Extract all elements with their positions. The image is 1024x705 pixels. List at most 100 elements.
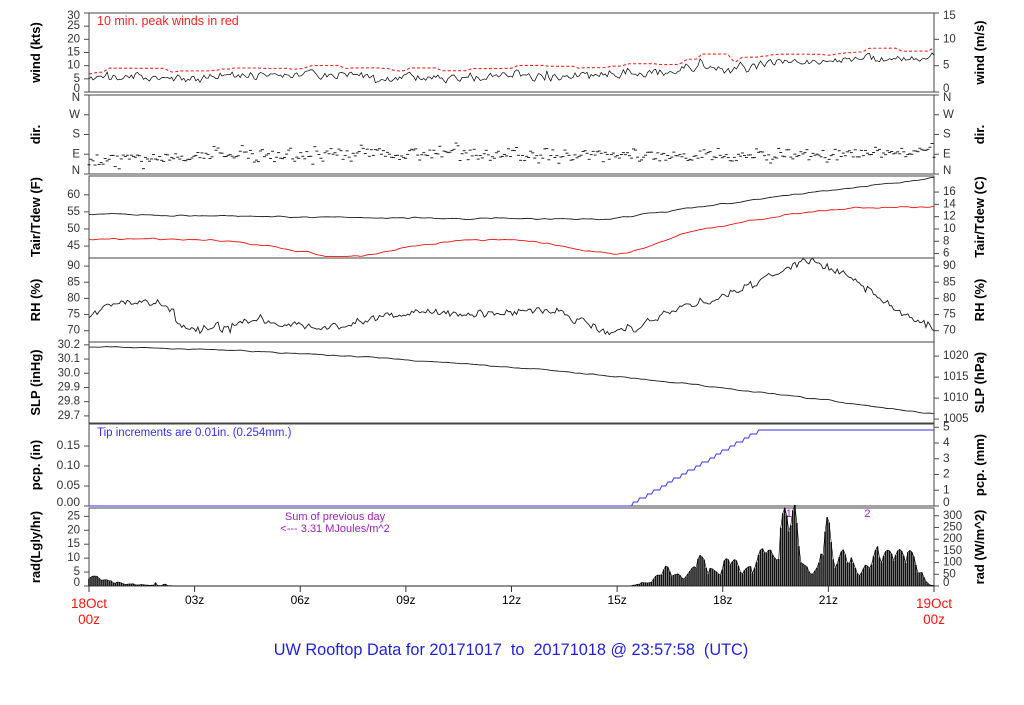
svg-text:20: 20 (67, 33, 80, 45)
svg-text:8: 8 (943, 235, 949, 247)
svg-text:29.8: 29.8 (58, 396, 80, 408)
svg-text:09z: 09z (396, 593, 415, 607)
svg-text:15: 15 (943, 10, 956, 22)
svg-text:wind (m/s): wind (m/s) (972, 20, 987, 85)
svg-text:85: 85 (67, 276, 80, 288)
svg-text:15: 15 (67, 538, 80, 550)
svg-text:0: 0 (74, 577, 80, 589)
svg-text:RH (%): RH (%) (972, 279, 987, 322)
svg-text:Sum of previous day: Sum of previous day (285, 511, 386, 523)
svg-text:00z: 00z (923, 612, 945, 627)
svg-text:Tip increments are 0.01in. (0.: Tip increments are 0.01in. (0.254mm.) (97, 427, 292, 439)
svg-text:N: N (943, 165, 951, 177)
svg-text:30.2: 30.2 (58, 339, 80, 351)
svg-text:00z: 00z (78, 612, 100, 627)
svg-text:10: 10 (943, 223, 956, 235)
svg-text:E: E (72, 148, 80, 160)
svg-text:45: 45 (67, 240, 80, 252)
svg-text:30.1: 30.1 (58, 353, 80, 365)
svg-text:06z: 06z (291, 593, 310, 607)
svg-text:50: 50 (943, 568, 956, 580)
svg-text:SLP (inHg): SLP (inHg) (28, 349, 43, 415)
svg-text:1: 1 (943, 482, 950, 496)
svg-text:3: 3 (943, 451, 950, 465)
svg-text:55: 55 (67, 206, 80, 218)
svg-text:rad (W/m^2): rad (W/m^2) (972, 510, 987, 585)
svg-text:25: 25 (67, 510, 80, 522)
svg-text:S: S (72, 129, 80, 141)
svg-text:pcp. (mm): pcp. (mm) (972, 434, 987, 496)
svg-text:250: 250 (943, 522, 962, 534)
svg-text:1020: 1020 (943, 350, 969, 362)
svg-text:50: 50 (67, 223, 80, 235)
svg-text:90: 90 (67, 260, 80, 272)
svg-text:E: E (943, 148, 951, 160)
svg-text:10: 10 (67, 60, 80, 72)
svg-text:5: 5 (943, 60, 949, 72)
svg-text:6: 6 (943, 248, 949, 260)
svg-text:W: W (69, 109, 80, 121)
svg-text:5: 5 (74, 73, 80, 85)
svg-text:4: 4 (943, 435, 950, 449)
svg-text:75: 75 (67, 309, 80, 321)
svg-text:1010: 1010 (943, 392, 969, 404)
svg-text:10: 10 (943, 33, 956, 45)
svg-text:rad(Lgly/hr): rad(Lgly/hr) (28, 511, 43, 583)
svg-text:10 min. peak winds in red: 10 min. peak winds in red (97, 14, 239, 28)
svg-text:0.15: 0.15 (57, 438, 81, 452)
svg-text:dir.: dir. (972, 125, 987, 145)
svg-text:19Oct: 19Oct (916, 596, 952, 611)
svg-text:80: 80 (943, 292, 956, 304)
svg-text:29.9: 29.9 (58, 382, 80, 394)
svg-text:0.05: 0.05 (57, 478, 81, 492)
svg-text:pcp. (in): pcp. (in) (28, 440, 43, 491)
svg-text:5: 5 (74, 566, 80, 578)
svg-text:75: 75 (943, 309, 956, 321)
svg-text:15z: 15z (607, 593, 626, 607)
svg-text:SLP (hPa): SLP (hPa) (972, 352, 987, 413)
svg-text:100: 100 (943, 557, 962, 569)
svg-text:dir.: dir. (28, 125, 43, 145)
svg-text:Tair/Tdew (C): Tair/Tdew (C) (972, 176, 987, 257)
svg-text:RH (%): RH (%) (28, 279, 43, 322)
svg-text:1015: 1015 (943, 371, 969, 383)
svg-text:150: 150 (943, 545, 962, 557)
svg-text:N: N (72, 165, 80, 177)
svg-text:W: W (943, 109, 954, 121)
svg-text:2: 2 (943, 467, 950, 481)
svg-text:S: S (943, 129, 951, 141)
svg-text:21z: 21z (819, 593, 838, 607)
svg-text:80: 80 (67, 292, 80, 304)
svg-text:12: 12 (943, 211, 956, 223)
svg-text:03z: 03z (185, 593, 204, 607)
svg-text:200: 200 (943, 533, 962, 545)
svg-text:Tair/Tdew (F): Tair/Tdew (F) (28, 177, 43, 257)
svg-text:16: 16 (943, 186, 956, 198)
svg-text:N: N (943, 92, 951, 104)
svg-text:<--- 3.31 MJoules/m^2: <--- 3.31 MJoules/m^2 (280, 523, 389, 535)
svg-text:70: 70 (943, 325, 956, 337)
svg-text:300: 300 (943, 510, 962, 522)
svg-text:18Oct: 18Oct (71, 596, 107, 611)
svg-text:12z: 12z (502, 593, 521, 607)
svg-text:5: 5 (943, 419, 950, 433)
svg-text:29.7: 29.7 (58, 410, 80, 422)
svg-text:20: 20 (67, 524, 80, 536)
svg-text:N: N (72, 92, 80, 104)
svg-text:18z: 18z (713, 593, 732, 607)
svg-text:2: 2 (864, 508, 870, 520)
svg-text:wind (kts): wind (kts) (28, 22, 43, 84)
svg-text:0: 0 (943, 495, 950, 509)
svg-text:0.10: 0.10 (57, 458, 81, 472)
svg-text:14: 14 (943, 198, 956, 210)
svg-text:0.00: 0.00 (57, 495, 81, 509)
svg-text:15: 15 (67, 47, 80, 59)
svg-text:UW Rooftop Data for 20171017: UW Rooftop Data for 20171017 to 20171018… (274, 641, 749, 659)
svg-text:10: 10 (67, 552, 80, 564)
svg-text:30: 30 (67, 10, 80, 22)
svg-text:90: 90 (943, 260, 956, 272)
svg-text:85: 85 (943, 276, 956, 288)
svg-text:70: 70 (67, 325, 80, 337)
svg-text:60: 60 (67, 189, 80, 201)
svg-text:30.0: 30.0 (58, 367, 80, 379)
